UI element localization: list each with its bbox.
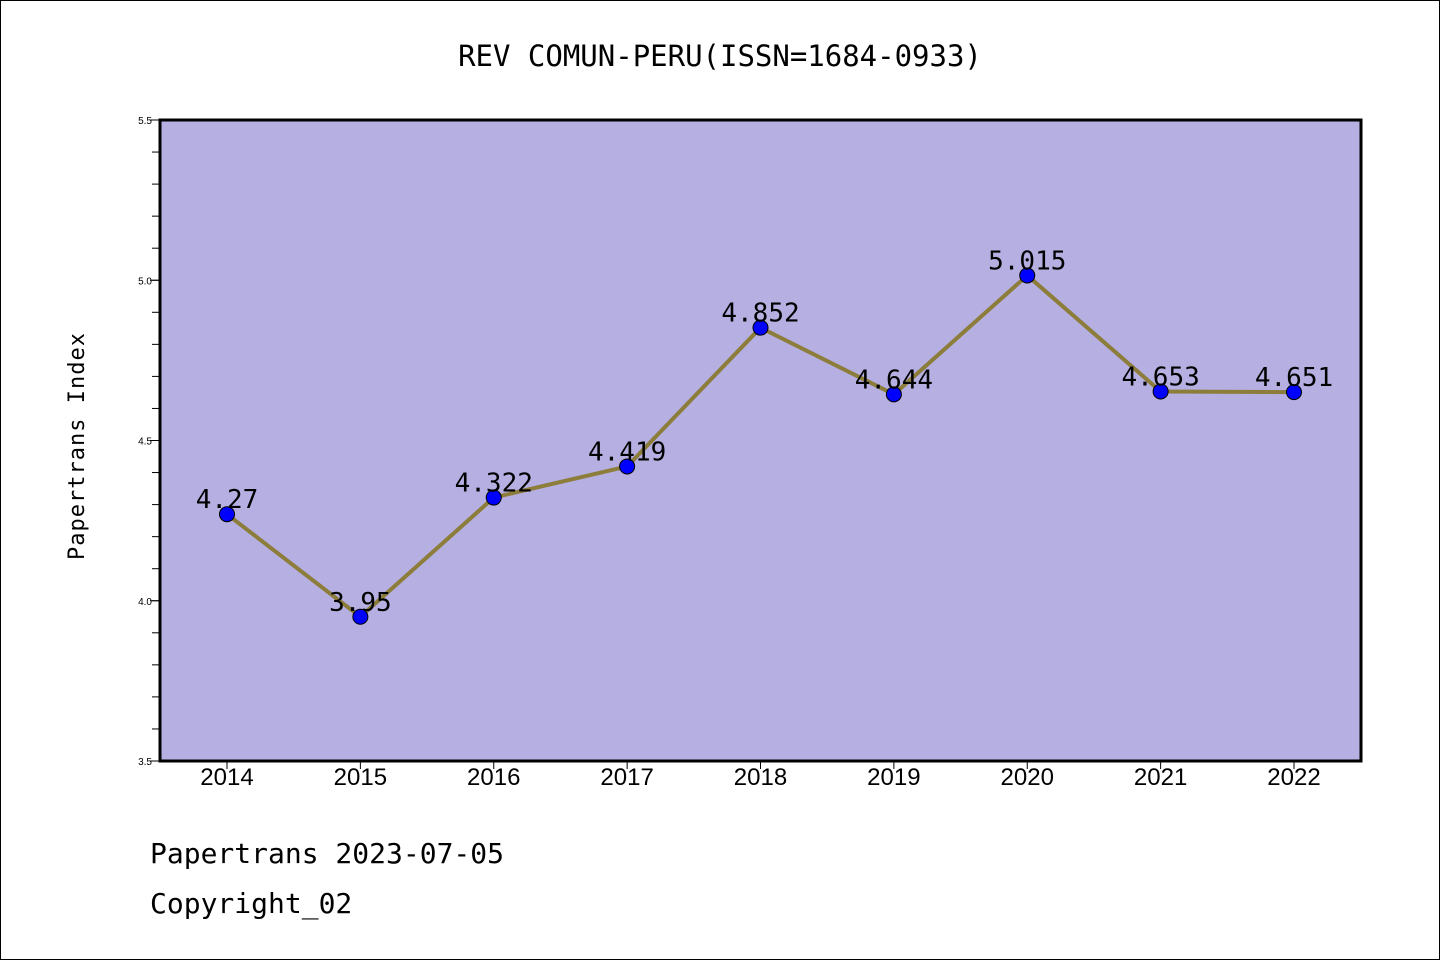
x-tick-label: 2022	[1267, 764, 1320, 791]
data-labels: 4.27 3.95 4.322 4.419 4.852 4.644 5.015 4.653 4.…	[196, 246, 1333, 617]
x-axis-ticks: 2014 2015 2016 2017 2018 2019 2020 2021 2022	[200, 761, 1321, 791]
data-label: 4.644	[855, 365, 933, 395]
data-point	[1152, 383, 1169, 400]
data-point	[752, 319, 769, 336]
footer-date: Papertrans 2023-07-05	[150, 837, 504, 870]
plot-border	[158, 118, 1363, 763]
x-tick-label: 2018	[734, 764, 787, 791]
data-point	[885, 386, 902, 403]
data-label: 3.95	[329, 588, 392, 618]
data-label: 5.015	[988, 246, 1066, 276]
y-axis-label: Papertrans Index	[65, 332, 90, 560]
x-tick-label: 2017	[600, 764, 653, 791]
y-tick-label: 4.5	[138, 437, 152, 448]
x-tick-label: 2019	[867, 764, 920, 791]
data-point	[1286, 384, 1302, 401]
data-label: 4.651	[1255, 363, 1333, 393]
x-tick-label: 2016	[467, 764, 520, 791]
x-tick-label: 2021	[1134, 764, 1187, 791]
y-axis-ticks: 3.5 4.0 4.5 5.0 5.5	[138, 116, 160, 768]
y-tick-label: 5.5	[138, 116, 152, 127]
chart-title: REV COMUN-PERU(ISSN=1684-0933)	[458, 39, 982, 73]
data-label: 4.419	[588, 437, 666, 467]
y-tick-label: 4.0	[138, 597, 152, 608]
data-point	[619, 458, 636, 475]
y-tick-label: 3.5	[138, 757, 152, 768]
data-label: 4.322	[455, 469, 533, 499]
data-label: 4.653	[1121, 362, 1199, 392]
y-tick-label: 5.0	[138, 276, 152, 287]
x-tick-label: 2015	[334, 764, 387, 791]
data-point	[485, 489, 502, 506]
footer-copyright: Copyright_02	[150, 887, 352, 921]
data-label: 4.27	[196, 485, 259, 515]
data-point	[1019, 267, 1036, 284]
data-label: 4.852	[721, 299, 799, 329]
x-tick-label: 2020	[1001, 764, 1054, 791]
plot-area	[160, 120, 1361, 761]
data-point	[352, 608, 369, 625]
data-markers	[219, 267, 1302, 625]
x-tick-label: 2014	[200, 764, 253, 791]
data-point	[219, 506, 235, 523]
